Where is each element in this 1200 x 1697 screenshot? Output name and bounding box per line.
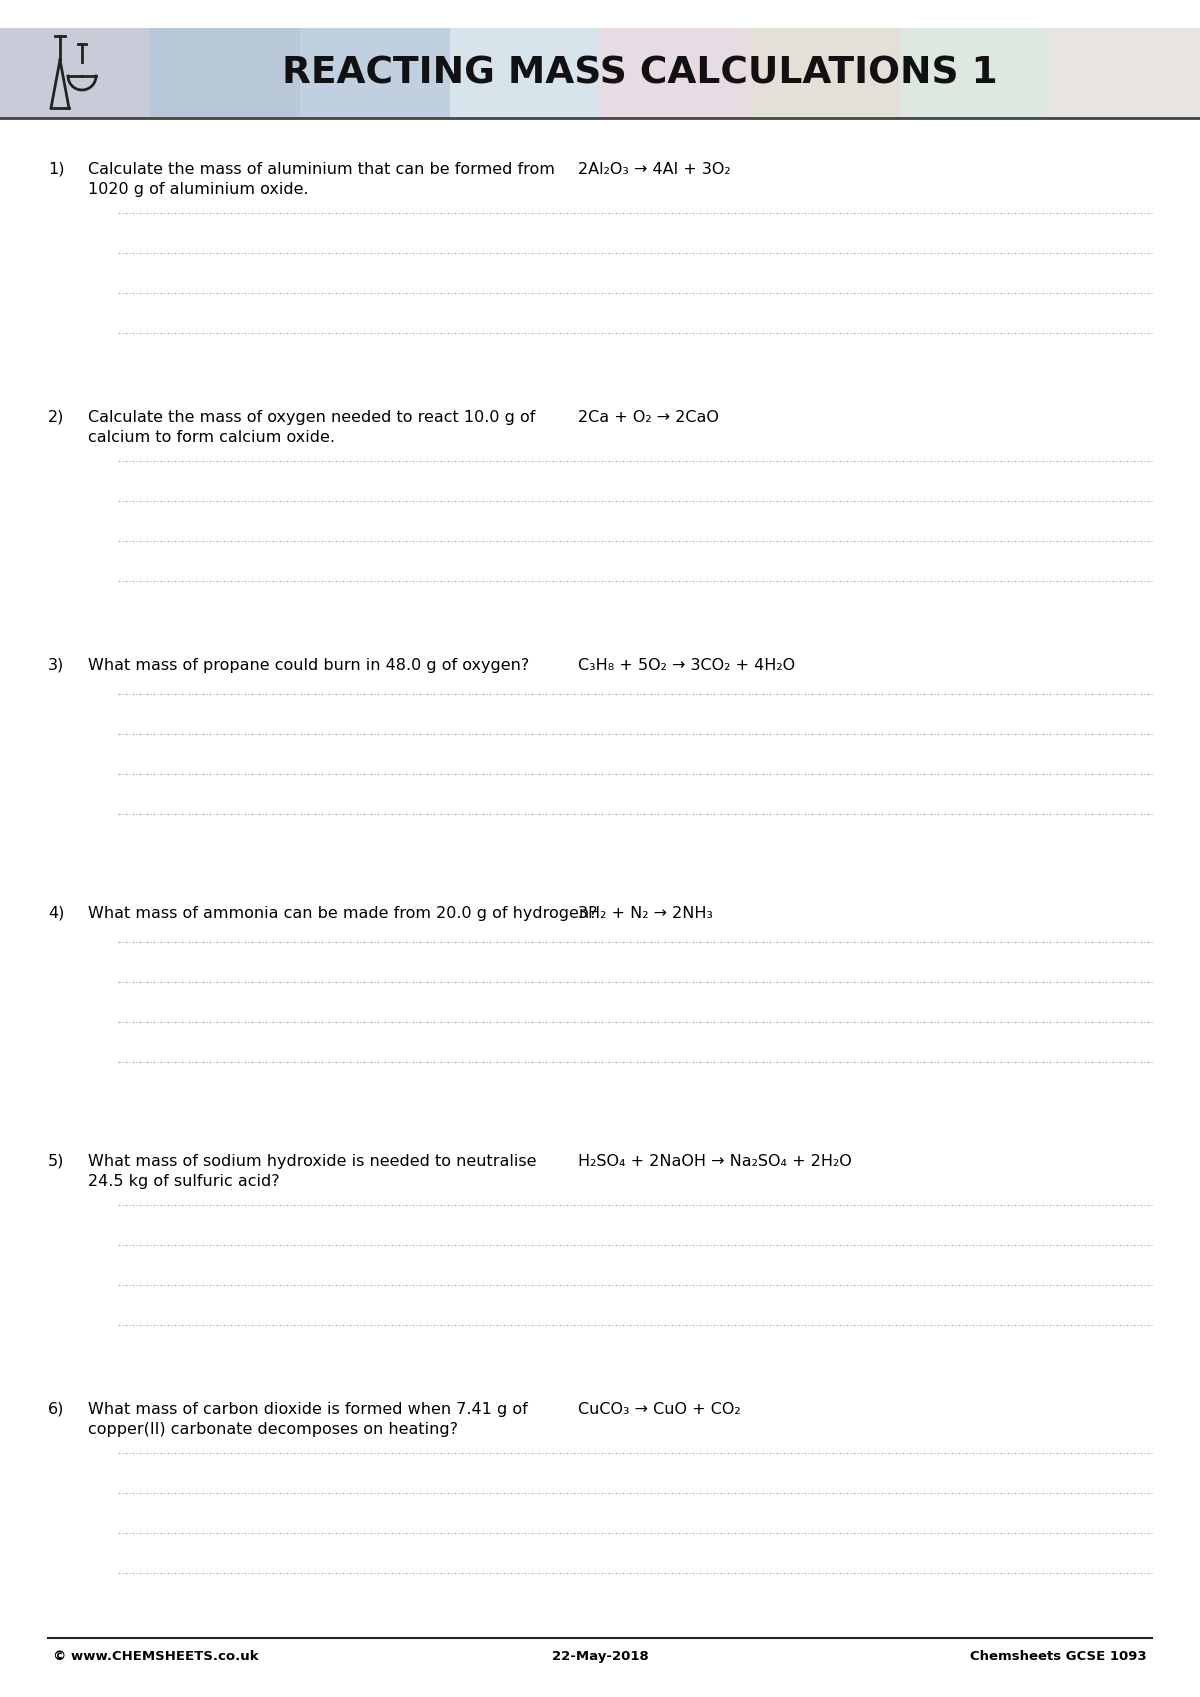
Text: 2): 2) (48, 411, 65, 424)
Text: 2Al₂O₃ → 4Al + 3O₂: 2Al₂O₃ → 4Al + 3O₂ (578, 161, 731, 176)
Bar (450, 27, 600, 119)
Text: H₂SO₄ + 2NaOH → Na₂SO₄ + 2H₂O: H₂SO₄ + 2NaOH → Na₂SO₄ + 2H₂O (578, 1154, 852, 1169)
Text: 6): 6) (48, 1402, 65, 1417)
Text: 3H₂ + N₂ → 2NH₃: 3H₂ + N₂ → 2NH₃ (578, 906, 713, 921)
Text: 3): 3) (48, 658, 65, 674)
Text: Calculate the mass of oxygen needed to react 10.0 g of: Calculate the mass of oxygen needed to r… (88, 411, 535, 424)
Text: REACTING MASS CALCULATIONS 1: REACTING MASS CALCULATIONS 1 (282, 54, 998, 92)
Text: What mass of carbon dioxide is formed when 7.41 g of: What mass of carbon dioxide is formed wh… (88, 1402, 528, 1417)
Bar (600, 27, 750, 119)
Text: What mass of ammonia can be made from 20.0 g of hydrogen?: What mass of ammonia can be made from 20… (88, 906, 598, 921)
Bar (1050, 27, 1200, 119)
Text: 22-May-2018: 22-May-2018 (552, 1649, 648, 1663)
Text: copper(II) carbonate decomposes on heating?: copper(II) carbonate decomposes on heati… (88, 1422, 458, 1437)
Text: Chemsheets GCSE 1093: Chemsheets GCSE 1093 (971, 1649, 1147, 1663)
Text: 1020 g of aluminium oxide.: 1020 g of aluminium oxide. (88, 182, 308, 197)
Text: 24.5 kg of sulfuric acid?: 24.5 kg of sulfuric acid? (88, 1174, 280, 1190)
Bar (150, 27, 300, 119)
Text: C₃H₈ + 5O₂ → 3CO₂ + 4H₂O: C₃H₈ + 5O₂ → 3CO₂ + 4H₂O (578, 658, 796, 674)
Text: What mass of sodium hydroxide is needed to neutralise: What mass of sodium hydroxide is needed … (88, 1154, 536, 1169)
Bar (0, 27, 150, 119)
Bar (300, 27, 450, 119)
Text: 2Ca + O₂ → 2CaO: 2Ca + O₂ → 2CaO (578, 411, 719, 424)
Text: Calculate the mass of aluminium that can be formed from: Calculate the mass of aluminium that can… (88, 161, 554, 176)
Bar (750, 27, 900, 119)
Text: © www.CHEMSHEETS.co.uk: © www.CHEMSHEETS.co.uk (53, 1649, 259, 1663)
Text: CuCO₃ → CuO + CO₂: CuCO₃ → CuO + CO₂ (578, 1402, 740, 1417)
Text: 4): 4) (48, 906, 65, 921)
Bar (900, 27, 1050, 119)
Text: What mass of propane could burn in 48.0 g of oxygen?: What mass of propane could burn in 48.0 … (88, 658, 529, 674)
Text: 1): 1) (48, 161, 65, 176)
Text: calcium to form calcium oxide.: calcium to form calcium oxide. (88, 429, 335, 445)
Text: 5): 5) (48, 1154, 65, 1169)
